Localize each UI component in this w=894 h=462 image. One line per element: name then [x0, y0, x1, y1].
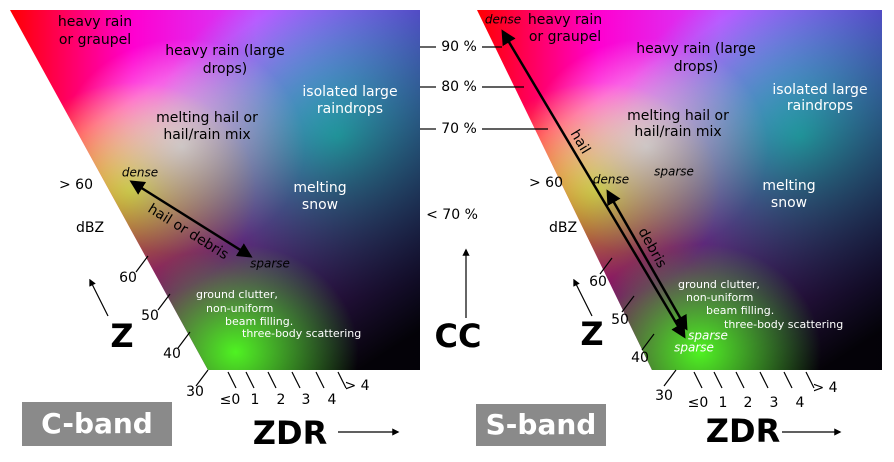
- zdr-tick-label: 4: [796, 395, 805, 411]
- z-tick-label: 40: [163, 346, 181, 362]
- label: dense: [593, 173, 629, 187]
- zdr-tick-label: 3: [770, 395, 779, 411]
- region-label: heavy rain (large: [165, 43, 285, 59]
- region-label: melting: [293, 180, 346, 196]
- region-label: snow: [302, 197, 338, 213]
- cc-axis-title: CC: [435, 317, 482, 355]
- zdr-tick-label: > 4: [812, 380, 837, 396]
- zdr-tick-label: 1: [719, 395, 728, 411]
- z-tick-label: 30: [655, 388, 673, 404]
- z-tick-label: 60: [119, 270, 137, 286]
- z-tick-label: > 60: [529, 175, 563, 191]
- zdr-tick-label: 2: [744, 395, 753, 411]
- region-label: three-body scattering: [242, 327, 361, 340]
- zdr-tick-label: 3: [302, 392, 311, 408]
- region-label: or graupel: [529, 29, 601, 45]
- region-label: hail/rain mix: [163, 127, 250, 143]
- cc-tick-label: 80 %: [441, 79, 477, 95]
- label: dense: [485, 13, 521, 27]
- region-label: hail/rain mix: [634, 124, 721, 140]
- region-label: raindrops: [787, 98, 853, 114]
- region-label: raindrops: [317, 101, 383, 117]
- region-label: beam filling.: [225, 315, 293, 328]
- label: sparse: [674, 341, 714, 355]
- zdr-tick-label: 2: [277, 392, 286, 408]
- cc-tick-label: 70 %: [441, 121, 477, 137]
- z-tick-label: 30: [186, 384, 204, 400]
- label: sparse: [654, 165, 694, 179]
- region-label: isolated large: [772, 82, 867, 98]
- region-label: or graupel: [59, 32, 131, 48]
- z-axis-title: Z: [110, 317, 133, 355]
- zdr-tick-label: 4: [328, 392, 337, 408]
- region-label: non-uniform: [206, 302, 273, 315]
- region-label: ground clutter,: [196, 288, 278, 301]
- region-label: beam filling.: [706, 304, 774, 317]
- z-tick-label: 50: [141, 308, 159, 324]
- z-tick-label: 50: [611, 312, 629, 328]
- region-label: heavy rain (large: [636, 41, 756, 57]
- label: sparse: [688, 329, 728, 343]
- cc-tick-label: < 70 %: [426, 207, 478, 223]
- band-label: S-band: [486, 408, 597, 441]
- band-label: C-band: [41, 407, 153, 440]
- cc-tick-label: 90 %: [441, 39, 477, 55]
- region-label: heavy rain: [58, 14, 132, 30]
- zdr-axis-title: ZDR: [253, 414, 327, 452]
- zdr-tick-label: ≤0: [220, 392, 241, 408]
- region-label: isolated large: [302, 84, 397, 100]
- zdr-tick-label: > 4: [344, 378, 369, 394]
- region-label: drops): [203, 61, 248, 77]
- label: sparse: [250, 257, 290, 271]
- region-label: heavy rain: [528, 12, 602, 28]
- guides: [89, 29, 842, 436]
- zdr-tick-label: ≤0: [688, 395, 709, 411]
- region-label: ground clutter,: [678, 278, 760, 291]
- region-label: snow: [771, 195, 807, 211]
- z-unit: dBZ: [549, 220, 577, 236]
- region-label: melting hail or: [627, 108, 729, 124]
- z-tick-label: 60: [589, 274, 607, 290]
- z-unit: dBZ: [76, 220, 104, 236]
- band-box: [476, 404, 606, 446]
- region-label: three-body scattering: [724, 318, 843, 331]
- zdr-axis-title: ZDR: [706, 412, 780, 450]
- label: dense: [122, 166, 158, 180]
- region-label: melting hail or: [156, 110, 258, 126]
- zdr-tick-label: 1: [251, 392, 260, 408]
- region-label: melting: [762, 178, 815, 194]
- z-tick-label: > 60: [59, 177, 93, 193]
- z-tick-label: 40: [631, 350, 649, 366]
- region-label: non-uniform: [686, 291, 753, 304]
- region-label: drops): [674, 59, 719, 75]
- band-box: [22, 402, 172, 446]
- z-axis-title: Z: [580, 315, 603, 353]
